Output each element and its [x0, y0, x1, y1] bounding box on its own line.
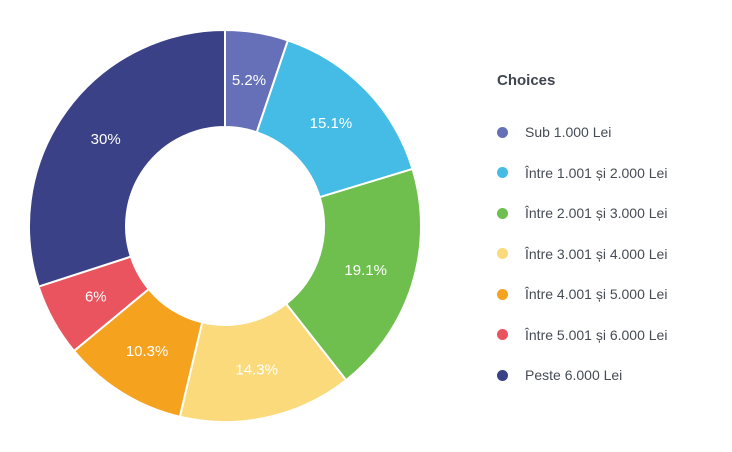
- donut-slice[interactable]: [28, 29, 226, 288]
- donut-slice[interactable]: [285, 167, 422, 382]
- legend-item[interactable]: Peste 6.000 Lei: [497, 355, 727, 396]
- legend-color-dot: [497, 126, 508, 138]
- legend-item[interactable]: Între 2.001 și 3.000 Lei: [497, 193, 727, 234]
- donut-chart: 5.2% 15.1% 19.1% 14.3% 10.3% 6% 30%: [28, 29, 422, 423]
- slice-percentage-label: 30%: [91, 131, 121, 148]
- legend-color-dot: [497, 167, 508, 179]
- legend-items: Sub 1.000 Lei Între 1.001 și 2.000 Lei Î…: [497, 112, 727, 396]
- legend-item[interactable]: Între 1.001 și 2.000 Lei: [497, 153, 727, 194]
- legend-color-dot: [497, 248, 508, 260]
- legend-item-label: Peste 6.000 Lei: [525, 367, 623, 384]
- legend-title: Choices: [497, 72, 556, 89]
- donut-chart-container: 5.2% 15.1% 19.1% 14.3% 10.3% 6% 30%: [25, 26, 425, 426]
- legend-item-label: Între 4.001 și 5.000 Lei: [525, 286, 668, 303]
- legend-color-dot: [497, 207, 508, 219]
- legend-item[interactable]: Între 5.001 și 6.000 Lei: [497, 315, 727, 356]
- donut-slice[interactable]: [178, 302, 348, 423]
- legend-item-label: Între 5.001 și 6.000 Lei: [525, 326, 668, 343]
- slice-percentage-label: 6%: [85, 289, 107, 306]
- slice-percentage-label: 14.3%: [235, 362, 278, 379]
- legend-item[interactable]: Între 4.001 și 5.000 Lei: [497, 274, 727, 315]
- slice-percentage-label: 19.1%: [344, 262, 387, 279]
- slice-percentage-label: 15.1%: [310, 115, 353, 132]
- legend-color-dot: [497, 288, 508, 300]
- slice-percentage-label: 5.2%: [232, 72, 266, 89]
- legend-item[interactable]: Sub 1.000 Lei: [497, 112, 727, 153]
- legend-item-label: Sub 1.000 Lei: [525, 124, 612, 141]
- legend-color-dot: [497, 329, 508, 341]
- legend-item-label: Între 3.001 și 4.000 Lei: [525, 245, 668, 262]
- legend: Choices Sub 1.000 Lei Între 1.001 și 2.0…: [497, 72, 727, 396]
- legend-item[interactable]: Între 3.001 și 4.000 Lei: [497, 234, 727, 275]
- legend-color-dot: [497, 369, 508, 381]
- legend-item-label: Între 2.001 și 3.000 Lei: [525, 205, 668, 222]
- legend-item-label: Între 1.001 și 2.000 Lei: [525, 164, 668, 181]
- slice-percentage-label: 10.3%: [126, 343, 169, 360]
